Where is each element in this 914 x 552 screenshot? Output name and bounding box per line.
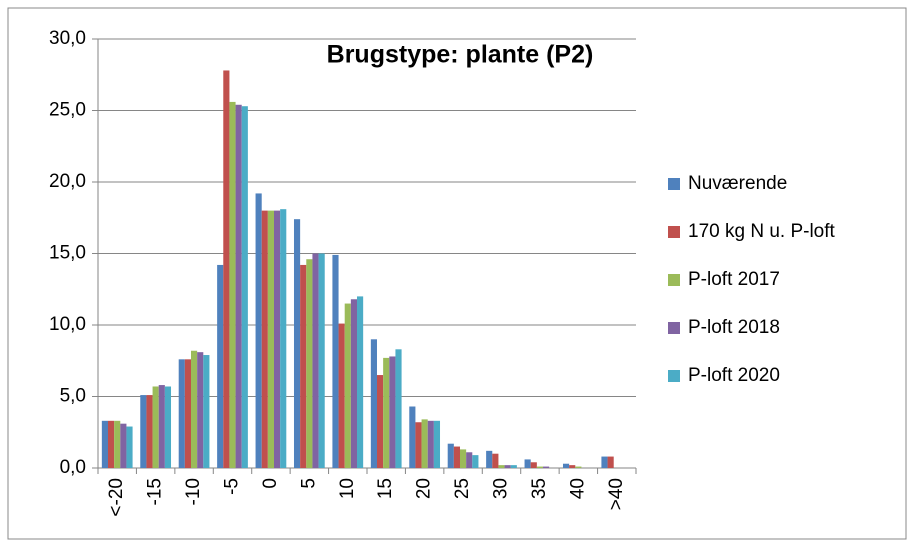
bar [267, 210, 275, 468]
bar [409, 406, 416, 468]
bar [190, 350, 198, 468]
legend-swatch [668, 370, 680, 382]
chart-title: Brugstype: plante (P2) [327, 41, 594, 69]
legend-swatch [668, 178, 680, 190]
bar [255, 193, 262, 468]
bar [217, 264, 224, 468]
x-tick-label: -5 [222, 478, 243, 495]
bar [152, 386, 159, 468]
bar [223, 70, 230, 469]
bar [338, 323, 345, 468]
bar [318, 253, 325, 468]
bar [504, 465, 511, 468]
bar [607, 456, 614, 468]
bar [158, 385, 165, 468]
bar [383, 357, 390, 468]
bar [492, 453, 499, 468]
bar [472, 455, 479, 468]
x-tick-label: 40 [567, 478, 588, 499]
bar [306, 259, 313, 468]
bar [389, 356, 396, 468]
x-tick-label: 10 [337, 478, 358, 499]
bar [530, 462, 537, 468]
bar [300, 264, 307, 468]
bar [453, 446, 460, 468]
bar [164, 386, 172, 468]
bar [415, 422, 422, 468]
bar [486, 450, 493, 468]
bar [261, 210, 268, 468]
bar [524, 459, 531, 468]
bar [332, 254, 339, 468]
bar [120, 423, 127, 468]
y-tick-label: 10,0 [49, 314, 86, 335]
bar [427, 420, 434, 468]
bar [197, 352, 204, 468]
legend-label: P-loft 2020 [688, 365, 780, 386]
bar [601, 456, 608, 468]
bar [498, 465, 505, 468]
y-tick-label: 20,0 [49, 171, 86, 192]
bar [101, 420, 108, 468]
x-tick-label: 15 [375, 478, 396, 499]
bar [510, 465, 517, 468]
bar [376, 375, 384, 468]
x-tick-label: 0 [260, 478, 281, 489]
bar [184, 359, 191, 468]
bar [229, 101, 236, 469]
legend-swatch [668, 274, 680, 286]
bar [274, 210, 281, 468]
bar [350, 299, 358, 468]
legend-label: Nuværende [688, 173, 787, 194]
bar [466, 452, 473, 468]
bar [107, 420, 115, 468]
legend-swatch [668, 322, 680, 334]
bar [280, 209, 287, 469]
bar [203, 355, 210, 468]
bar [459, 449, 467, 468]
bar [562, 463, 570, 468]
y-tick-label: 15,0 [49, 243, 86, 264]
x-tick-label: 30 [491, 478, 512, 499]
bar [241, 106, 248, 469]
legend-label: 170 kg N u. P-loft [688, 221, 836, 242]
x-tick-label: >40 [606, 478, 627, 510]
bar [357, 296, 364, 468]
bar [146, 395, 153, 468]
y-tick-label: 5,0 [60, 386, 86, 407]
bar [178, 359, 185, 468]
x-tick-label: -15 [145, 478, 166, 505]
bar [114, 420, 121, 468]
y-tick-label: 30,0 [49, 28, 86, 49]
x-tick-label: 25 [452, 478, 473, 499]
bar [126, 426, 133, 468]
x-tick-label: 20 [414, 478, 435, 499]
bar [569, 465, 576, 468]
x-tick-label: 35 [529, 478, 550, 499]
bar [421, 419, 428, 468]
bar [235, 104, 242, 468]
bar [293, 219, 301, 468]
legend-swatch [668, 226, 680, 238]
bar [433, 420, 441, 468]
legend-label: P-loft 2017 [688, 269, 780, 290]
bar [395, 349, 402, 468]
x-tick-label: 5 [298, 478, 319, 489]
y-tick-label: 25,0 [49, 100, 86, 121]
bar [575, 466, 582, 468]
bar [543, 466, 550, 468]
x-tick-label: <-20 [106, 478, 127, 517]
x-tick-label: -10 [183, 478, 204, 505]
bar [140, 395, 147, 468]
bar [312, 253, 319, 468]
y-tick-label: 0,0 [60, 457, 86, 478]
bar [447, 443, 454, 468]
bar [370, 339, 377, 468]
bar [344, 303, 351, 468]
legend-label: P-loft 2018 [688, 317, 780, 338]
bar [536, 466, 544, 468]
